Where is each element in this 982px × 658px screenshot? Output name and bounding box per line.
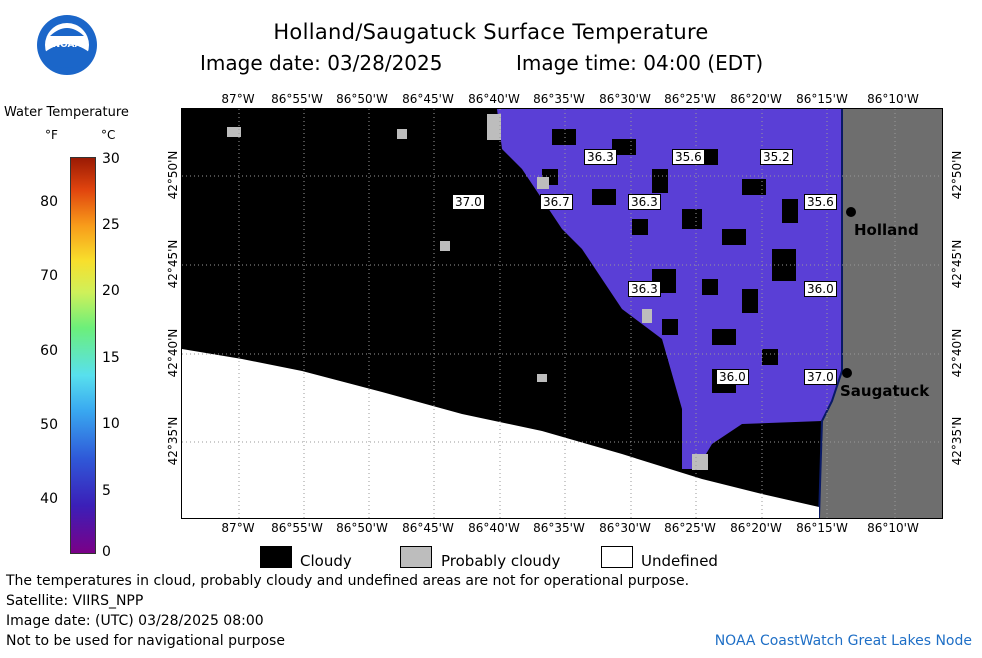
unit-f: °F	[45, 128, 58, 142]
shoreline	[818, 109, 843, 519]
lat-label: 42°40'N	[950, 328, 964, 378]
colorbar-tick-c: 0	[102, 544, 111, 560]
lon-label: 86°20'W	[730, 521, 782, 535]
map-grid	[182, 109, 942, 518]
legend-swatch-cloudy	[260, 546, 292, 568]
unit-c: °C	[101, 128, 116, 142]
colorbar-tick-f: 50	[40, 417, 58, 433]
footer-node: NOAA CoastWatch Great Lakes Node	[714, 633, 972, 649]
city-label-saugatuck: Saugatuck	[840, 382, 930, 400]
lat-label: 42°45'N	[950, 239, 964, 289]
lon-label: 86°30'W	[599, 92, 651, 106]
colorbar-tick-c: 5	[102, 483, 111, 499]
temperature-label: 36.0	[804, 281, 837, 297]
lat-label: 42°50'N	[950, 150, 964, 200]
lon-label: 86°50'W	[336, 92, 388, 106]
lat-label: 42°35'N	[166, 416, 180, 466]
page-title: Holland/Saugatuck Surface Temperature	[273, 20, 709, 44]
temperature-map: 36.3 35.6 35.2 37.0 36.7 36.3 35.6 36.3 36.0 36.0…	[181, 108, 943, 519]
footer-satellite: Satellite: VIIRS_NPP	[6, 593, 144, 609]
lon-label: 86°45'W	[402, 92, 454, 106]
lon-label: 86°35'W	[533, 521, 585, 535]
lon-label: 86°25'W	[664, 521, 716, 535]
lon-label: 86°10'W	[867, 521, 919, 535]
colorbar-tick-c: 25	[102, 217, 120, 233]
temperature-label: 35.2	[760, 149, 793, 165]
colorbar-tick-c: 15	[102, 350, 120, 366]
map-svg	[182, 109, 942, 519]
legend-label-cloudy: Cloudy	[300, 552, 352, 570]
temperature-label: 35.6	[804, 194, 837, 210]
lat-label: 42°40'N	[166, 328, 180, 378]
colorbar-tick-c: 10	[102, 416, 120, 432]
footer-utc-date: Image date: (UTC) 03/28/2025 08:00	[6, 613, 264, 629]
lon-label: 86°20'W	[730, 92, 782, 106]
colorbar-tick-f: 70	[40, 268, 58, 284]
temperature-label: 35.6	[672, 149, 705, 165]
lon-label: 86°25'W	[664, 92, 716, 106]
lat-label: 42°50'N	[166, 150, 180, 200]
lon-label: 86°30'W	[599, 521, 651, 535]
lon-label: 86°15'W	[796, 92, 848, 106]
colorbar-tick-f: 60	[40, 343, 58, 359]
footer-nav-warning: Not to be used for navigational purpose	[6, 633, 285, 649]
logo-text: NOAA	[53, 40, 82, 50]
lon-label: 86°55'W	[271, 92, 323, 106]
city-label-holland: Holland	[854, 221, 919, 239]
temperature-label: 36.3	[628, 194, 661, 210]
temperature-label: 36.7	[540, 194, 573, 210]
lon-label: 87°W	[221, 521, 255, 535]
legend-swatch-undefined	[601, 546, 633, 568]
lon-label: 86°55'W	[271, 521, 323, 535]
image-time: Image time: 04:00 (EDT)	[516, 51, 764, 75]
lat-label: 42°35'N	[950, 416, 964, 466]
temperature-label: 37.0	[804, 369, 837, 385]
footer-disclaimer: The temperatures in cloud, probably clou…	[6, 573, 690, 589]
lon-label: 86°10'W	[867, 92, 919, 106]
legend-swatch-probably-cloudy	[400, 546, 432, 568]
colorbar-tick-f: 40	[40, 491, 58, 507]
lon-label: 86°40'W	[468, 92, 520, 106]
legend-label-undefined: Undefined	[641, 552, 718, 570]
legend-label-probably-cloudy: Probably cloudy	[441, 552, 561, 570]
temperature-label: 36.3	[584, 149, 617, 165]
lat-label: 42°45'N	[166, 239, 180, 289]
lon-label: 86°50'W	[336, 521, 388, 535]
colorbar-tick-f: 80	[40, 194, 58, 210]
lon-label: 87°W	[221, 92, 255, 106]
temperature-label: 37.0	[452, 194, 485, 210]
noaa-logo: NOAA	[36, 14, 98, 76]
saugatuck-marker	[842, 368, 852, 378]
temperature-colorbar	[70, 157, 96, 554]
colorbar-tick-c: 30	[102, 151, 120, 167]
colorbar-tick-c: 20	[102, 283, 120, 299]
lon-label: 86°45'W	[402, 521, 454, 535]
temperature-label: 36.0	[716, 369, 749, 385]
image-date: Image date: 03/28/2025	[200, 51, 443, 75]
colorbar-title: Water Temperature	[4, 105, 129, 120]
lon-label: 86°40'W	[468, 521, 520, 535]
lon-label: 86°15'W	[796, 521, 848, 535]
lon-label: 86°35'W	[533, 92, 585, 106]
temperature-label: 36.3	[628, 281, 661, 297]
holland-marker	[846, 207, 856, 217]
